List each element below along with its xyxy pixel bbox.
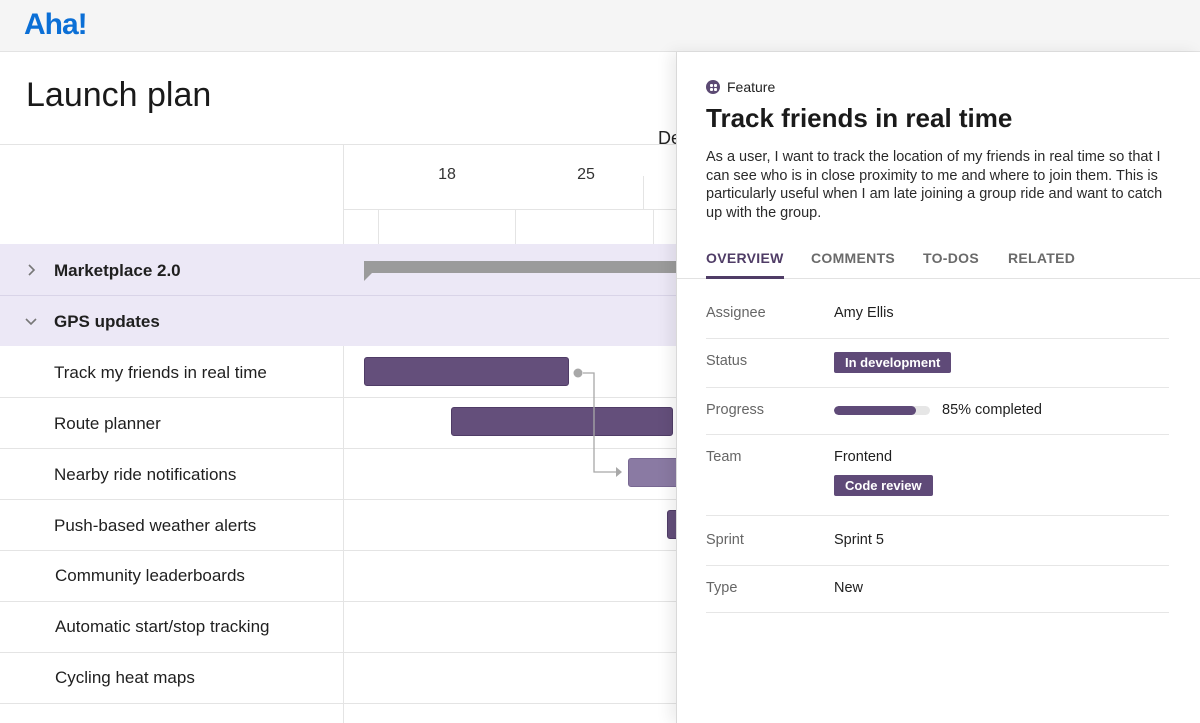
feature-row[interactable]: Route planner (0, 397, 676, 448)
sprint-label: Sprint (706, 532, 744, 548)
feature-row[interactable]: Nearby ride notifications (0, 448, 676, 499)
row-divider (0, 397, 676, 398)
field-divider (706, 565, 1169, 566)
assignee-value[interactable]: Amy Ellis (834, 305, 894, 321)
row-divider (0, 652, 676, 653)
row-label: Community leaderboards (55, 566, 245, 585)
tab-to-dos[interactable]: TO-DOS (923, 250, 979, 266)
field-divider (706, 387, 1169, 388)
record-type: Feature (706, 79, 775, 95)
row-divider (0, 601, 676, 602)
feature-bar-track-friends[interactable] (364, 357, 569, 386)
feature-row[interactable]: Push-based weather alerts (0, 499, 676, 550)
row-label: Track my friends in real time (54, 363, 267, 382)
row-label: GPS updates (54, 312, 160, 331)
row-label: Route planner (54, 414, 161, 433)
feature-row[interactable]: Track my friends in real time (0, 346, 676, 397)
page-title: Launch plan (26, 76, 212, 114)
team-label: Team (706, 449, 742, 465)
aha-logo[interactable]: Aha! (24, 8, 88, 41)
group-row-gps-updates[interactable]: GPS updates (0, 296, 676, 346)
sprint-value[interactable]: Sprint 5 (834, 532, 884, 548)
label-column-divider (343, 144, 344, 723)
group-row-marketplace[interactable]: Marketplace 2.0 (0, 244, 676, 295)
field-divider (706, 612, 1169, 613)
row-divider (0, 550, 676, 551)
field-divider (706, 338, 1169, 339)
status-badge[interactable]: In development (834, 352, 952, 373)
week-header-divider (343, 209, 676, 210)
type-value[interactable]: New (834, 580, 864, 596)
tab-overview[interactable]: OVERVIEW (706, 250, 784, 266)
feature-bar-nearby-ride[interactable] (628, 458, 677, 487)
progress-label: Progress (706, 402, 765, 418)
field-divider (706, 434, 1169, 435)
progress-bar-fill (834, 406, 916, 415)
record-type-label: Feature (727, 79, 776, 95)
top-bar: Aha! (0, 0, 1200, 52)
month-label: De (658, 128, 682, 148)
feature-detail-panel: Feature Track friends in real time As a … (676, 52, 1200, 723)
tab-comments[interactable]: COMMENTS (811, 250, 896, 266)
week-divider (653, 210, 654, 244)
row-label: Nearby ride notifications (54, 465, 237, 484)
week-label: 25 (577, 166, 595, 183)
chevron-right-icon[interactable] (24, 263, 38, 277)
week-divider (515, 210, 516, 244)
active-tab-indicator (706, 276, 784, 279)
chevron-down-icon[interactable] (24, 314, 38, 328)
feature-bar-route-planner[interactable] (451, 407, 673, 436)
header-divider (0, 144, 676, 145)
type-label: Type (706, 580, 738, 596)
feature-row[interactable]: Cycling heat maps (0, 652, 676, 703)
row-divider (0, 448, 676, 449)
row-label: Automatic start/stop tracking (55, 617, 270, 636)
progress-value: 85% completed (942, 402, 1042, 418)
month-divider (643, 176, 644, 209)
feature-row[interactable]: Community leaderboards (0, 550, 676, 601)
feature-row[interactable]: Automatic start/stop tracking (0, 601, 676, 652)
progress-bar[interactable] (834, 406, 930, 415)
group-summary-bar[interactable] (364, 261, 677, 273)
row-divider (0, 295, 676, 296)
feature-description[interactable]: As a user, I want to track the location … (706, 149, 1163, 221)
team-value[interactable]: Frontend (834, 449, 893, 465)
row-label: Marketplace 2.0 (54, 261, 181, 280)
field-divider (706, 515, 1169, 516)
dependency-connector[interactable] (570, 362, 630, 482)
tab-related[interactable]: RELATED (1008, 250, 1076, 266)
week-label: 18 (438, 166, 456, 183)
row-divider (0, 703, 676, 704)
row-divider (0, 499, 676, 500)
detail-tabs: OVERVIEW COMMENTS TO-DOS RELATED (677, 248, 1200, 279)
feature-icon (706, 80, 720, 94)
feature-title[interactable]: Track friends in real time (706, 103, 1013, 133)
group-summary-bar-tip (364, 273, 372, 281)
status-label: Status (706, 353, 748, 369)
assignee-label: Assignee (706, 305, 766, 321)
row-label: Push-based weather alerts (54, 516, 257, 535)
week-divider (378, 210, 379, 244)
row-label: Cycling heat maps (55, 668, 195, 687)
team-tag-badge[interactable]: Code review (834, 475, 933, 496)
